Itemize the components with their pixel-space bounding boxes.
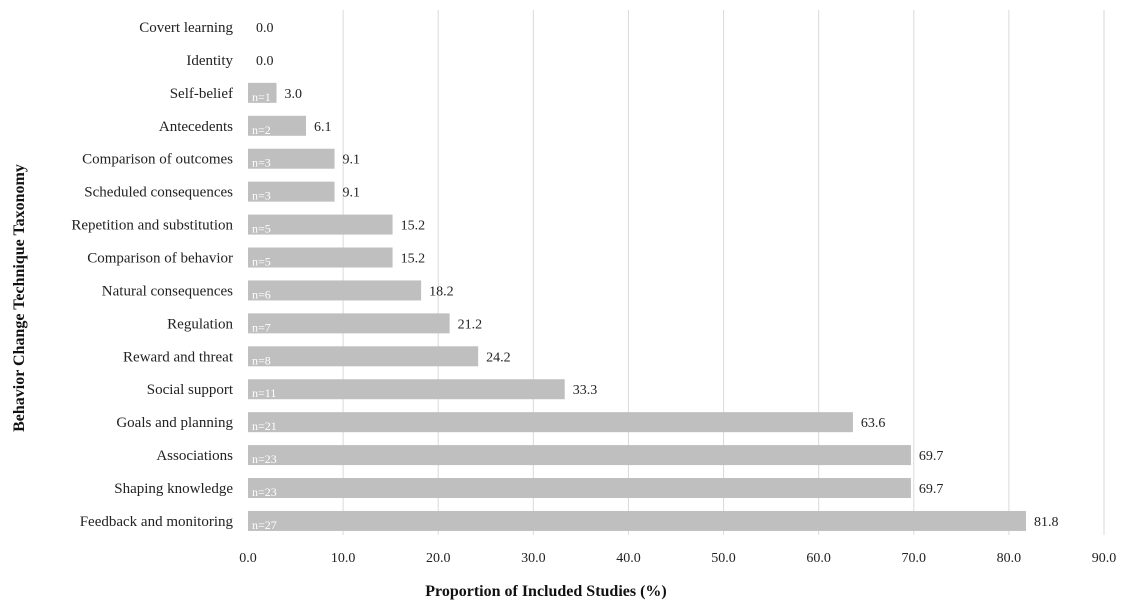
category-label: Comparison of behavior [87, 251, 233, 267]
category-label: Natural consequences [102, 283, 233, 299]
bar-value-label: 18.2 [429, 284, 454, 299]
bar [248, 115, 307, 136]
x-tick-label: 50.0 [711, 551, 736, 566]
bars: 0.0 0.0 n=1 3.0 n=2 6.1 n=3 9.1 n=3 9.1 n=5 15.2 n=5… [248, 21, 1059, 532]
bar [248, 280, 422, 301]
category-label: Reward and threat [123, 349, 234, 365]
bar-value-label: 3.0 [285, 87, 303, 102]
bar-n-label: n=23 [252, 485, 277, 499]
x-tick-label: 80.0 [997, 551, 1022, 566]
bar-n-label: n=3 [252, 189, 271, 203]
bar-n-label: n=5 [252, 222, 271, 236]
bar-n-label: n=2 [252, 123, 271, 137]
x-tick-labels: 0.0 10.0 20.0 30.0 40.0 50.0 60.0 70.0 80.0 90.0 [239, 551, 1116, 566]
bar-n-label: n=27 [252, 518, 277, 532]
bar-value-label: 24.2 [486, 350, 511, 365]
bar [248, 412, 853, 433]
x-axis-title: Proportion of Included Studies (%) [425, 583, 667, 600]
bar [248, 82, 277, 103]
bar-n-label: n=23 [252, 452, 277, 466]
bar-value-label: 69.7 [919, 482, 944, 497]
category-label: Self-belief [170, 86, 233, 102]
category-label: Shaping knowledge [114, 481, 233, 497]
bar-value-label: 15.2 [401, 219, 426, 234]
bar-value-label: 0.0 [256, 21, 274, 36]
bar-value-label: 21.2 [458, 317, 483, 332]
bar-value-label: 81.8 [1034, 515, 1059, 530]
gridlines [342, 10, 1105, 535]
category-label: Social support [147, 382, 234, 398]
y-axis-title: Behavior Change Technique Taxonomy [11, 164, 28, 432]
category-label: Associations [156, 448, 233, 464]
x-tick-label: 30.0 [521, 551, 546, 566]
bar-n-label: n=5 [252, 255, 271, 269]
bar-n-label: n=6 [252, 287, 271, 301]
bar-value-label: 6.1 [314, 120, 332, 135]
bar [248, 510, 1027, 531]
x-tick-label: 90.0 [1092, 551, 1117, 566]
bar [248, 445, 911, 466]
x-tick-label: 60.0 [806, 551, 831, 566]
x-tick-label: 70.0 [902, 551, 927, 566]
category-labels: Covert learning Identity Self-belief Antece… [71, 20, 234, 530]
bar-n-label: n=7 [252, 320, 271, 334]
x-tick-label: 20.0 [426, 551, 451, 566]
bar-value-label: 63.6 [861, 416, 886, 431]
bar-n-label: n=21 [252, 419, 277, 433]
bar [248, 247, 393, 268]
category-label: Antecedents [159, 119, 233, 135]
category-label: Identity [186, 53, 233, 69]
x-tick-label: 0.0 [239, 551, 257, 566]
category-label: Goals and planning [116, 415, 233, 431]
category-label: Covert learning [139, 20, 233, 36]
bar-n-label: n=8 [252, 353, 271, 367]
category-label: Comparison of outcomes [82, 152, 233, 168]
bar-value-label: 15.2 [401, 252, 426, 267]
category-label: Regulation [167, 316, 233, 332]
bar [248, 181, 335, 202]
bar [248, 379, 565, 400]
bar-value-label: 0.0 [256, 54, 274, 69]
bar [248, 214, 393, 235]
bar [248, 346, 479, 367]
bar-n-label: n=11 [252, 386, 276, 400]
bar-value-label: 9.1 [343, 153, 361, 168]
category-label: Scheduled consequences [84, 185, 233, 201]
bar-n-label: n=3 [252, 156, 271, 170]
bar [248, 478, 911, 499]
bar-value-label: 69.7 [919, 449, 944, 464]
bar-value-label: 9.1 [343, 186, 361, 201]
category-label: Feedback and monitoring [80, 514, 234, 530]
bar [248, 148, 335, 169]
bar-value-label: 33.3 [573, 383, 598, 398]
category-label: Repetition and substitution [71, 218, 233, 234]
bar-n-label: n=1 [252, 90, 271, 104]
x-tick-label: 10.0 [331, 551, 356, 566]
x-tick-label: 40.0 [616, 551, 641, 566]
bar [248, 313, 450, 334]
